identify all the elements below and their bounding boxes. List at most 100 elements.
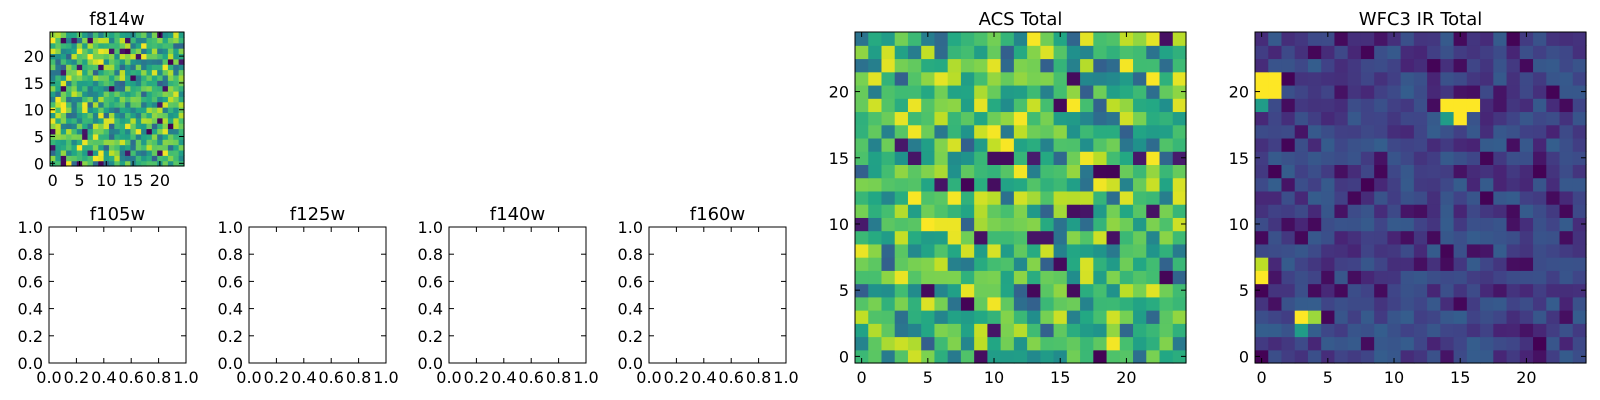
heatmap-cell bbox=[167, 149, 174, 156]
heatmap-cell bbox=[1080, 124, 1094, 139]
heatmap-cell bbox=[60, 123, 67, 130]
heatmap-cell bbox=[1040, 283, 1055, 298]
heatmap-cell bbox=[146, 58, 153, 65]
heatmap-cell bbox=[1546, 270, 1561, 285]
heatmap-cell bbox=[1321, 84, 1336, 99]
heatmap-cell bbox=[1493, 190, 1508, 205]
heatmap-cell bbox=[1040, 177, 1055, 192]
heatmap-cell bbox=[130, 128, 137, 135]
heatmap-cell bbox=[1413, 111, 1428, 126]
heatmap-cell bbox=[1453, 71, 1468, 86]
heatmap-cell bbox=[173, 101, 180, 108]
heatmap-cell bbox=[1533, 204, 1547, 218]
heatmap-cell bbox=[1334, 336, 1349, 351]
heatmap-cell bbox=[1027, 71, 1041, 86]
heatmap-cell bbox=[1159, 323, 1174, 338]
heatmap-cell bbox=[1453, 230, 1468, 245]
heatmap-cell bbox=[98, 74, 105, 81]
heatmap-cell bbox=[1466, 45, 1481, 60]
heatmap-cell bbox=[82, 112, 89, 119]
heatmap-cell bbox=[141, 74, 148, 81]
heatmap-cell bbox=[60, 32, 67, 38]
heatmap-cell bbox=[1172, 124, 1187, 139]
heatmap-cell bbox=[881, 124, 896, 139]
heatmap-cell bbox=[130, 117, 137, 124]
heatmap-cell bbox=[921, 84, 936, 99]
heatmap-cell bbox=[108, 42, 115, 49]
heatmap-cell bbox=[1013, 177, 1028, 192]
heatmap-cell bbox=[1572, 98, 1587, 113]
heatmap-cell bbox=[907, 58, 922, 73]
heatmap-cell bbox=[71, 58, 78, 65]
heatmap-cell bbox=[141, 107, 148, 113]
heatmap-cell bbox=[1453, 151, 1468, 165]
y-tick-label: 0.8 bbox=[418, 245, 443, 264]
y-tick-label: 5 bbox=[839, 281, 849, 300]
y-tick-label: 0.4 bbox=[418, 300, 443, 319]
heatmap-cell bbox=[947, 283, 962, 298]
heatmap-cell bbox=[881, 137, 896, 152]
heatmap-cell bbox=[1519, 323, 1534, 338]
heatmap-cell bbox=[1493, 71, 1508, 86]
heatmap-cell bbox=[1334, 45, 1349, 60]
heatmap-cell bbox=[1093, 257, 1108, 271]
heatmap-cell bbox=[55, 32, 62, 38]
heatmap-cell bbox=[1360, 45, 1375, 60]
heatmap-cell bbox=[1172, 217, 1187, 232]
heatmap-cell bbox=[894, 164, 909, 179]
heatmap-cell bbox=[98, 69, 105, 76]
heatmap-cell bbox=[55, 112, 62, 119]
heatmap-cell bbox=[1159, 270, 1174, 285]
heatmap-cell bbox=[157, 133, 164, 140]
y-tick-label: 0.2 bbox=[18, 327, 43, 346]
heatmap-cell bbox=[1106, 45, 1121, 60]
heatmap-cell bbox=[1080, 204, 1094, 218]
heatmap-cell bbox=[1506, 164, 1521, 179]
heatmap-cell bbox=[114, 32, 121, 38]
heatmap-cell bbox=[1572, 45, 1587, 60]
heatmap-cell bbox=[1093, 243, 1108, 258]
heatmap-cell bbox=[1387, 336, 1402, 351]
heatmap-cell bbox=[1400, 71, 1415, 86]
heatmap-cell bbox=[1427, 190, 1441, 205]
heatmap-cell bbox=[76, 58, 83, 65]
heatmap-cell bbox=[103, 144, 110, 151]
heatmap-cell bbox=[855, 32, 869, 46]
heatmap-cell bbox=[1159, 283, 1174, 298]
heatmap-cell bbox=[1506, 177, 1521, 192]
heatmap-cell bbox=[1000, 283, 1015, 298]
heatmap-cell bbox=[146, 139, 153, 146]
heatmap-cell bbox=[1080, 98, 1094, 113]
heatmap-cell bbox=[103, 80, 110, 87]
heatmap-cell bbox=[119, 144, 126, 151]
heatmap-cell bbox=[868, 270, 883, 285]
heatmap-cell bbox=[1106, 111, 1121, 126]
heatmap-cell bbox=[1506, 204, 1521, 218]
heatmap-cell bbox=[1440, 71, 1455, 86]
heatmap-cell bbox=[1000, 204, 1015, 218]
heatmap-cell bbox=[157, 123, 164, 130]
heatmap-cell bbox=[921, 164, 936, 179]
heatmap-cell bbox=[1440, 111, 1455, 126]
heatmap-cell bbox=[1093, 58, 1108, 73]
heatmap-cell bbox=[1360, 137, 1375, 152]
heatmap-cell bbox=[1093, 84, 1108, 99]
heatmap-cell bbox=[1572, 217, 1587, 232]
heatmap-cell bbox=[1066, 124, 1081, 139]
heatmap-cell bbox=[1080, 336, 1094, 351]
heatmap-cell bbox=[1400, 310, 1415, 324]
heatmap-cell bbox=[1334, 177, 1349, 192]
heatmap-cell bbox=[1146, 111, 1161, 126]
heatmap-cell bbox=[960, 270, 975, 285]
heatmap-cell bbox=[1546, 111, 1561, 126]
heatmap-cell bbox=[1133, 296, 1147, 311]
heatmap-cell bbox=[1268, 32, 1283, 46]
heatmap-cell bbox=[1027, 137, 1041, 152]
heatmap-cell bbox=[1360, 32, 1375, 46]
heatmap-cell bbox=[135, 139, 142, 146]
axes-frame bbox=[248, 226, 387, 364]
heatmap-cell bbox=[108, 139, 115, 146]
heatmap-cell bbox=[60, 64, 67, 71]
heatmap-cell bbox=[1546, 32, 1561, 46]
heatmap-cell bbox=[1053, 217, 1068, 232]
